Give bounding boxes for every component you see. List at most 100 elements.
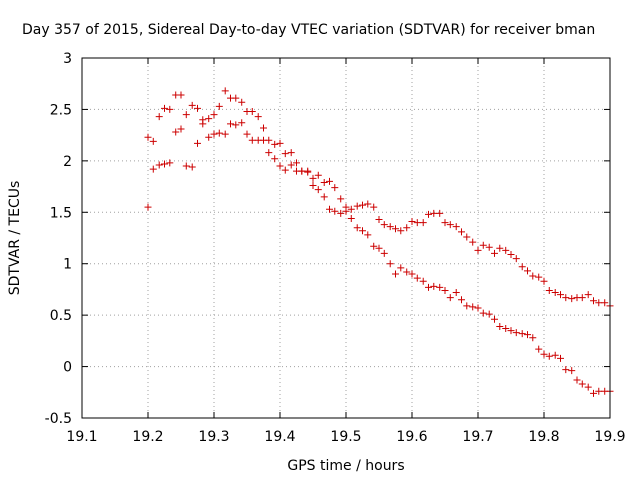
data-point (298, 167, 306, 175)
data-point (408, 218, 416, 226)
data-point (380, 221, 388, 229)
data-point (271, 155, 279, 163)
data-point (248, 107, 256, 115)
data-point (502, 325, 510, 333)
data-point (260, 136, 267, 144)
data-point (419, 219, 427, 227)
data-point (540, 350, 548, 358)
data-point (287, 161, 295, 169)
data-point (463, 233, 471, 241)
data-point (182, 162, 190, 170)
data-point (512, 255, 520, 263)
data-point (590, 389, 597, 397)
data-point (601, 299, 609, 307)
data-point (386, 260, 394, 268)
data-point (430, 209, 438, 217)
data-point (281, 150, 289, 158)
data-point (491, 249, 498, 257)
data-point (474, 246, 482, 254)
x-axis-title: GPS time / hours (287, 458, 404, 474)
x-tick-label: 19.6 (396, 429, 427, 445)
data-point (188, 163, 196, 171)
chart-title: Day 357 of 2015, Sidereal Day-to-day VTE… (22, 22, 595, 38)
data-point (551, 351, 559, 359)
data-point (529, 272, 537, 280)
data-point (205, 115, 213, 123)
series-upper-track (144, 87, 614, 310)
data-point (364, 231, 372, 239)
data-point (403, 224, 411, 232)
data-point (326, 205, 333, 213)
data-point (458, 296, 465, 304)
data-point (419, 277, 427, 285)
data-point (485, 310, 493, 318)
data-point (205, 133, 213, 141)
data-point (518, 263, 526, 271)
data-point (314, 171, 322, 179)
data-point (238, 98, 246, 106)
data-point (413, 274, 421, 282)
data-point (441, 286, 449, 294)
data-point (535, 345, 543, 353)
data-point (359, 201, 366, 209)
data-point (210, 111, 218, 119)
data-point (149, 165, 157, 173)
data-point (413, 219, 421, 227)
data-point (221, 130, 229, 138)
data-point (166, 159, 174, 167)
data-point (309, 182, 317, 190)
data-point (248, 136, 256, 144)
data-point (227, 120, 234, 128)
y-tick-label: 3 (63, 51, 72, 67)
data-point (370, 203, 378, 211)
data-point (149, 137, 157, 145)
data-point (392, 225, 399, 233)
data-point (375, 244, 383, 252)
data-point (144, 133, 152, 141)
data-point (578, 294, 586, 302)
data-point (397, 264, 405, 272)
data-point (584, 291, 592, 299)
data-point (590, 297, 597, 305)
x-axis-tick-labels: 19.1 19.2 19.3 19.4 19.5 19.6 19.7 19.8 19.9 (66, 429, 625, 445)
data-point (182, 111, 190, 119)
data-point (507, 327, 515, 335)
data-point (188, 101, 196, 109)
data-point (529, 334, 537, 342)
data-point (524, 267, 531, 275)
data-point (370, 242, 378, 250)
data-point (408, 270, 416, 278)
data-point (392, 270, 399, 278)
data-point (397, 227, 405, 235)
data-point (314, 186, 322, 194)
data-point (353, 224, 361, 232)
data-point (557, 354, 564, 362)
data-point (502, 246, 510, 254)
data-point (380, 249, 388, 257)
y-tick-label: 2.5 (50, 102, 72, 118)
data-point (524, 331, 531, 339)
data-point (326, 177, 333, 185)
data-point (469, 238, 477, 246)
data-point (238, 119, 246, 127)
data-point (491, 315, 498, 323)
data-point (309, 174, 317, 182)
y-tick-label: 1.5 (50, 205, 72, 221)
data-point (199, 120, 207, 128)
y-tick-label: 0 (63, 360, 72, 376)
data-point (276, 162, 284, 170)
data-point (507, 250, 515, 258)
data-point (337, 209, 345, 217)
data-point (287, 149, 295, 157)
data-point (479, 309, 487, 317)
data-point (458, 228, 465, 236)
data-point (436, 209, 444, 217)
grid-lines (82, 58, 610, 418)
y-tick-label: 2 (63, 154, 72, 170)
data-point (320, 178, 328, 186)
data-point (232, 121, 240, 129)
data-point (425, 283, 432, 291)
data-point (271, 140, 279, 148)
data-point (161, 160, 168, 168)
